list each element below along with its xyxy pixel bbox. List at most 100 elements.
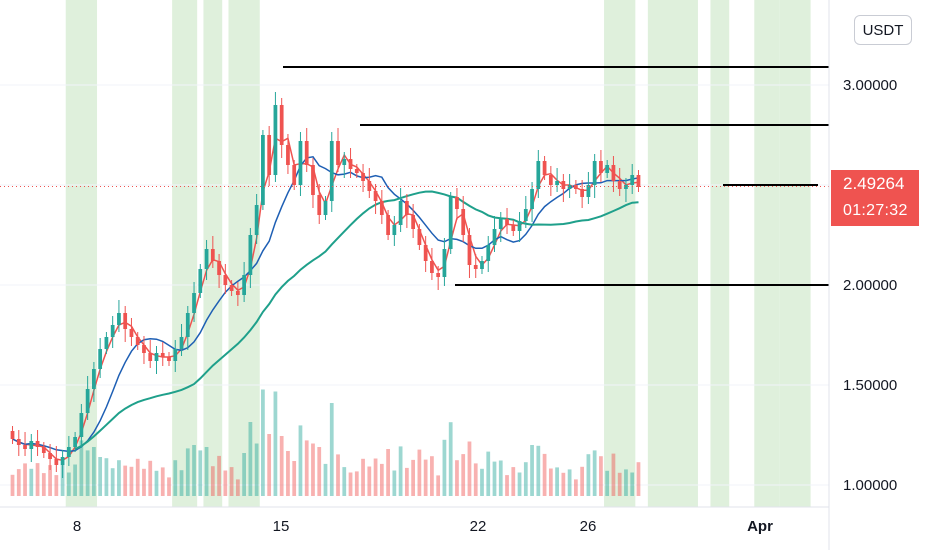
candle-body — [373, 191, 378, 201]
volume-bar — [461, 454, 466, 496]
candle-body — [110, 325, 115, 337]
candle-body — [442, 249, 447, 277]
volume-bar — [123, 465, 128, 496]
volume-bar — [511, 467, 516, 496]
candle-body — [154, 353, 159, 361]
volume-bar — [292, 461, 297, 496]
volume-bar — [473, 463, 478, 496]
candle-body — [423, 245, 428, 261]
candle-body — [223, 275, 228, 285]
volume-bar — [142, 468, 146, 496]
candle-body — [79, 413, 84, 437]
volume-bar — [467, 441, 472, 496]
volume-bar — [79, 440, 84, 496]
volume-bar — [542, 453, 547, 496]
candle-body — [392, 225, 397, 235]
candle-body — [29, 441, 34, 449]
candle-body — [536, 161, 541, 189]
candle-body — [599, 161, 603, 173]
candle-body — [135, 337, 140, 345]
candle-body — [129, 329, 134, 337]
volume-bar — [60, 464, 65, 496]
volume-bar — [586, 454, 591, 496]
volume-bar — [404, 467, 409, 496]
highlight-band — [604, 0, 636, 507]
candle-body — [273, 105, 278, 175]
volume-bar — [436, 475, 441, 496]
candle-body — [198, 269, 203, 293]
highlight-band — [710, 0, 730, 507]
volume-bar — [185, 448, 190, 496]
volume-bar — [336, 454, 340, 496]
volume-bar — [254, 443, 259, 496]
volume-bar — [92, 447, 96, 496]
last-price-value: 2.49264 — [843, 174, 905, 193]
volume-bar — [636, 462, 641, 496]
volume-bar — [317, 447, 322, 496]
price-tick-label: 1.00000 — [843, 477, 897, 494]
candle-countdown: 01:27:32 — [843, 202, 908, 219]
candle-body — [167, 357, 171, 361]
candle-body — [242, 275, 246, 295]
currency-button[interactable]: USDT — [854, 15, 912, 45]
volume-bar — [480, 468, 484, 496]
volume-bar — [611, 453, 616, 496]
candle-body — [148, 353, 153, 361]
price-axis: 3.00000 2.00000 1.50000 1.00000 — [843, 77, 897, 494]
candle-body — [448, 197, 453, 249]
candle-body — [323, 201, 328, 215]
candle-body — [73, 437, 77, 447]
candle-body — [348, 159, 353, 169]
volume-bar — [548, 468, 553, 496]
candle-body — [210, 249, 215, 261]
candle-body — [530, 189, 534, 209]
candle-body — [498, 219, 503, 229]
candle-body — [329, 141, 334, 201]
volume-bar — [242, 453, 246, 496]
time-tick-label: 26 — [580, 518, 597, 535]
volume-bar — [580, 466, 585, 496]
candle-body — [404, 201, 409, 215]
highlight-bands — [65, 0, 811, 507]
candle-body — [41, 447, 46, 453]
volume-bar — [41, 473, 46, 496]
candle-body — [511, 225, 516, 231]
volume-bar — [617, 472, 622, 496]
horizontal-lines — [283, 66, 829, 286]
volume-bar — [624, 469, 628, 496]
volume-bar — [104, 458, 109, 496]
candle-body — [173, 349, 178, 361]
candle-body — [54, 459, 59, 465]
candle-body — [592, 161, 597, 185]
candle-body — [548, 175, 553, 185]
candle-body — [248, 235, 253, 275]
candle-body — [185, 313, 190, 337]
volume-bar — [329, 403, 334, 496]
candle-body — [486, 245, 491, 261]
volume-bar — [505, 475, 509, 496]
time-tick-label: 15 — [273, 518, 290, 535]
volume-bar — [392, 470, 397, 496]
volume-bar — [160, 467, 165, 496]
volume-bar — [492, 461, 497, 496]
volume-bar — [98, 457, 103, 496]
candle-body — [361, 173, 365, 181]
volume-bar — [561, 472, 566, 496]
last-price-tag: 2.49264 01:27:32 — [831, 170, 919, 226]
volume-bar — [154, 470, 159, 496]
candle-body — [636, 175, 641, 187]
volume-bar — [48, 465, 52, 496]
candle-body — [60, 457, 65, 465]
volume-bar — [398, 446, 403, 496]
volume-bar — [523, 462, 528, 496]
volume-bar — [273, 391, 278, 496]
volume-bar — [10, 474, 15, 496]
candle-body — [467, 235, 472, 265]
candle-body — [192, 293, 196, 313]
volume-bar — [536, 445, 541, 496]
candle-body — [561, 181, 566, 189]
volume-bar — [304, 440, 309, 496]
candle-body — [286, 145, 290, 165]
